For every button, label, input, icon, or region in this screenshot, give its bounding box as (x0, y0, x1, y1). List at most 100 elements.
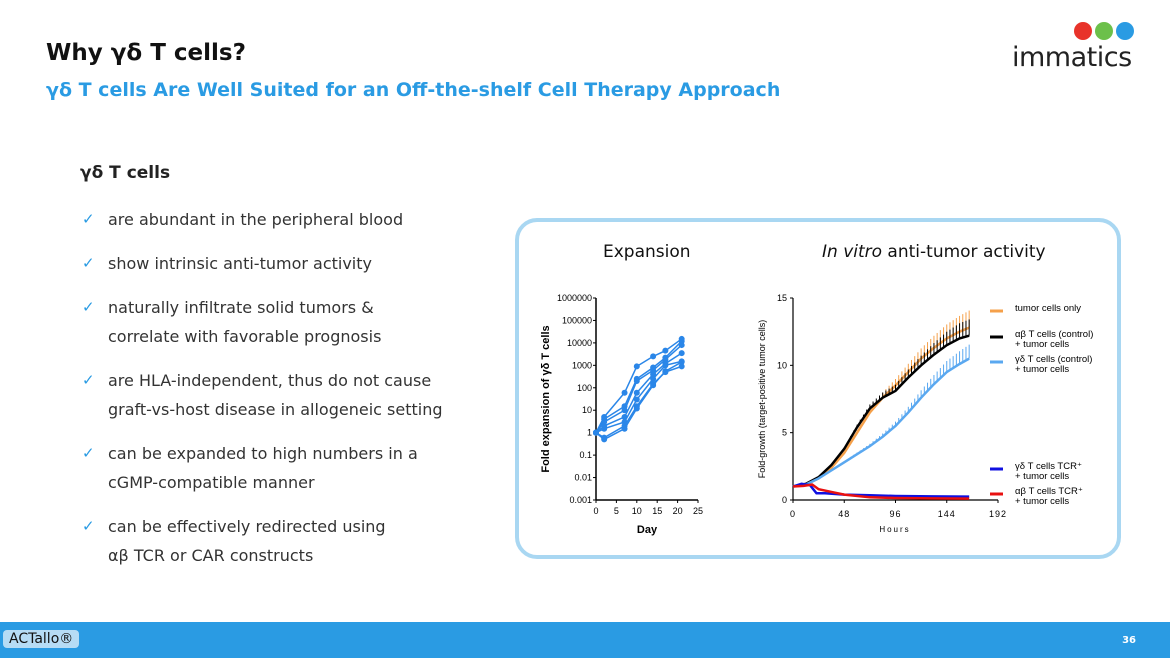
data-point (662, 347, 669, 354)
bullet-item: ✓ are HLA-independent, thus do not cause g… (82, 366, 482, 424)
data-point (633, 389, 640, 396)
check-icon: ✓ (82, 210, 95, 228)
bullet-text: cGMP-compatible manner (108, 473, 315, 492)
data-point (650, 382, 657, 389)
series-line (792, 334, 970, 488)
y-axis-label: Fold-growth (target-positive tumor cells… (757, 320, 767, 479)
immatics-logo: immatics (1012, 22, 1137, 73)
bullet-text: can be effectively redirected using (108, 517, 386, 536)
check-icon: ✓ (82, 371, 95, 389)
x-tick-label: 0 (790, 509, 796, 519)
chart-panel (515, 218, 1121, 559)
x-tick-label: 10 (632, 506, 642, 516)
data-point (633, 396, 640, 403)
y-tick-label: 5 (782, 428, 787, 438)
title-italic: In vitro (822, 242, 883, 262)
bullet-text: αβ TCR or CAR constructs (108, 546, 314, 565)
legend-label: γδ T cells TCR⁺ (1015, 461, 1082, 472)
x-tick-label: 192 (989, 509, 1007, 519)
data-point (678, 363, 685, 370)
series-line (792, 357, 970, 488)
y-tick-label: 100 (577, 383, 592, 393)
y-tick-label: 0.1 (579, 450, 592, 460)
data-point (678, 359, 685, 366)
y-tick-label: 100000 (562, 315, 592, 325)
check-icon: ✓ (82, 444, 95, 462)
check-icon: ✓ (82, 517, 95, 535)
data-point (633, 363, 640, 370)
footer-brand: ACTallo® (3, 630, 80, 648)
series-line (792, 326, 970, 488)
check-icon: ✓ (82, 254, 95, 272)
series-line (595, 360, 682, 434)
x-tick-label: 25 (693, 506, 703, 516)
y-tick-label: 1000 (572, 360, 592, 370)
bullet-text: show intrinsic anti-tumor activity (108, 254, 372, 273)
data-point (678, 342, 685, 349)
x-tick-label: 15 (652, 506, 662, 516)
bullet-list: ✓ are abundant in the peripheral blood ✓ sh… (82, 205, 482, 585)
x-axis-label: Hours (879, 525, 910, 534)
y-tick-label: 10000 (567, 338, 592, 348)
logo-red-dot (1074, 22, 1092, 40)
data-point (650, 353, 657, 360)
title-rest: anti-tumor activity (882, 242, 1046, 262)
series-line (595, 344, 683, 434)
data-point (650, 371, 657, 378)
bullet-item: ✓ naturally infiltrate solid tumors & corr… (82, 293, 482, 351)
data-point (621, 425, 628, 432)
legend-label-line2: + tumor cells (1015, 471, 1069, 482)
x-tick-label: 96 (889, 509, 901, 519)
data-point (601, 425, 608, 432)
data-point (593, 429, 599, 436)
bullet-item: ✓ show intrinsic anti-tumor activity (82, 249, 482, 278)
bullet-text: are HLA-independent, thus do not cause (108, 371, 432, 390)
legend-label: αβ T cells (control) (1015, 329, 1093, 340)
data-point (633, 378, 640, 385)
y-axis-label: Fold expansion of γδ T cells (540, 325, 552, 472)
logo-green-dot (1095, 22, 1113, 40)
bullet-text: correlate with favorable prognosis (108, 327, 382, 346)
data-point (662, 368, 669, 375)
page-number: 36 (1122, 635, 1136, 646)
y-tick-label: 10 (777, 360, 787, 370)
x-tick-label: 144 (938, 509, 956, 519)
data-point (678, 350, 685, 357)
y-tick-label: 0.01 (574, 473, 592, 483)
y-tick-label: 15 (777, 293, 787, 303)
data-point (621, 407, 628, 414)
bullet-text: can be expanded to high numbers in a (108, 444, 418, 463)
data-point (662, 362, 669, 369)
bullet-item: ✓ can be effectively redirected using αβ T… (82, 512, 482, 570)
activity-chart-title: In vitro anti-tumor activity (822, 242, 1046, 262)
check-icon: ✓ (82, 298, 95, 316)
footer-bar: ACTallo® 36 (0, 622, 1170, 658)
bullet-text: are abundant in the peripheral blood (108, 210, 404, 229)
series-line (792, 483, 970, 500)
y-tick-label: 0 (782, 495, 787, 505)
legend-label: αβ T cells TCR⁺ (1015, 486, 1083, 497)
bullet-item: ✓ can be expanded to high numbers in a cGM… (82, 439, 482, 497)
bullet-text: graft-vs-host disease in allogeneic sett… (108, 400, 443, 419)
section-heading: γδ T cells (80, 163, 171, 183)
legend-label-line2: + tumor cells (1015, 364, 1069, 375)
expansion-chart-title: Expansion (603, 242, 691, 262)
legend-label: tumor cells only (1015, 303, 1081, 314)
x-tick-label: 0 (593, 506, 598, 516)
data-point (621, 389, 628, 396)
legend-label-line2: + tumor cells (1015, 339, 1069, 350)
logo-text: immatics (1012, 42, 1132, 73)
x-tick-label: 48 (838, 509, 850, 519)
y-tick-label: 0.001 (569, 495, 592, 505)
logo-blue-dot (1116, 22, 1134, 40)
x-axis-label: Day (637, 524, 658, 536)
legend-label-line2: + tumor cells (1015, 496, 1069, 507)
y-tick-label: 10 (582, 405, 592, 415)
data-point (650, 375, 657, 382)
legend-label: γδ T cells (control) (1015, 354, 1092, 365)
data-point (633, 405, 640, 412)
y-tick-label: 1 (587, 428, 592, 438)
bullet-item: ✓ are abundant in the peripheral blood (82, 205, 482, 234)
x-tick-label: 20 (673, 506, 683, 516)
slide-title: Why γδ T cells? (46, 40, 246, 66)
